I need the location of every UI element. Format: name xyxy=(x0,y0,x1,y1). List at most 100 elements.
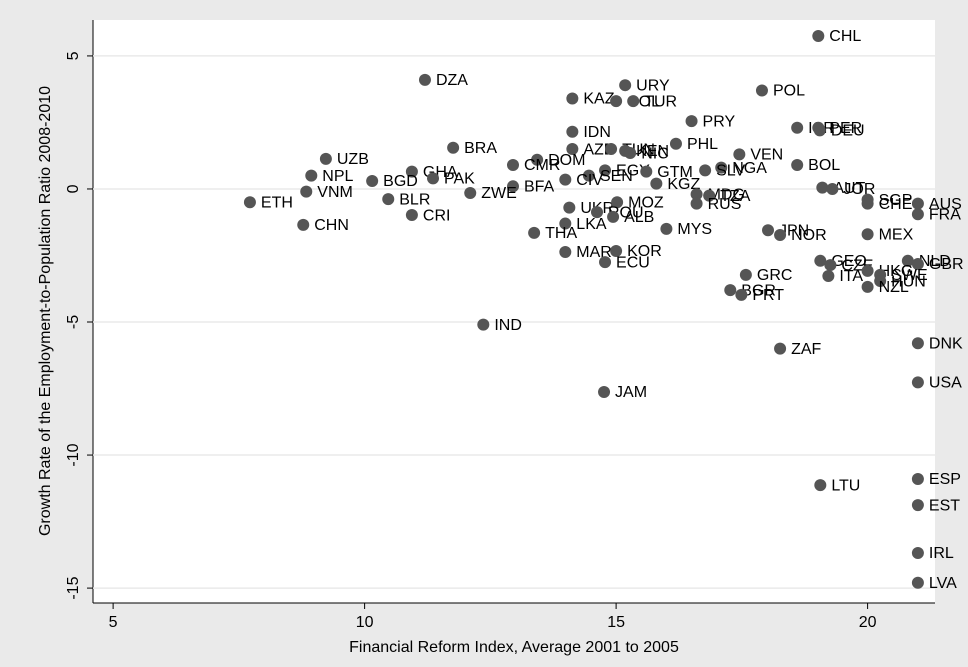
point-label: CIV xyxy=(576,172,603,189)
point xyxy=(566,143,579,156)
point xyxy=(305,169,318,182)
x-tick-label: 20 xyxy=(859,614,877,631)
point-label: NLD xyxy=(919,253,951,270)
point-label: MEX xyxy=(879,226,914,243)
point-label: NIC xyxy=(641,145,669,162)
point-label: ALB xyxy=(624,209,654,226)
point xyxy=(590,206,603,219)
point xyxy=(563,201,576,214)
point xyxy=(733,148,746,161)
point-label: KGZ xyxy=(667,176,700,193)
point-label: LTU xyxy=(831,477,860,494)
point xyxy=(861,197,874,210)
point xyxy=(405,165,418,178)
point xyxy=(911,197,924,210)
point-label: USA xyxy=(929,375,962,392)
point xyxy=(669,137,682,150)
point-label: NZL xyxy=(879,279,909,296)
point-label: DEU xyxy=(831,123,865,140)
point xyxy=(774,342,787,355)
point xyxy=(812,29,825,42)
point-label: KAZ xyxy=(583,91,614,108)
point-label: LKA xyxy=(576,216,607,233)
y-tick-label: -5 xyxy=(65,315,82,329)
point-label: KOR xyxy=(627,243,662,260)
point-label: AUT xyxy=(833,180,865,197)
point xyxy=(599,256,612,269)
point xyxy=(690,197,703,210)
point xyxy=(699,164,712,177)
point xyxy=(911,576,924,589)
point xyxy=(477,318,490,331)
point-label: NPL xyxy=(322,168,353,185)
point xyxy=(735,288,748,301)
point-label: SGP xyxy=(879,192,913,209)
point xyxy=(559,173,572,186)
point xyxy=(297,218,310,231)
point xyxy=(506,180,519,193)
point xyxy=(911,546,924,559)
point-label: VNM xyxy=(317,184,353,201)
point-label: THA xyxy=(545,225,577,242)
point-label: ESP xyxy=(929,471,961,488)
point xyxy=(366,174,379,187)
point xyxy=(447,141,460,154)
point xyxy=(861,280,874,293)
point xyxy=(464,186,477,199)
point-label: NOR xyxy=(791,227,827,244)
point xyxy=(685,115,698,128)
y-tick-label: -10 xyxy=(65,443,82,466)
point xyxy=(911,258,924,271)
point xyxy=(382,193,395,206)
point-label: PRT xyxy=(752,287,784,304)
point xyxy=(624,147,637,160)
point-label: BGR xyxy=(741,282,776,299)
point-label: CHN xyxy=(314,217,349,234)
point xyxy=(791,121,804,134)
point-label: BGD xyxy=(383,173,418,190)
point-label: ETH xyxy=(261,194,293,211)
point-label: MOZ xyxy=(628,194,664,211)
point xyxy=(405,209,418,222)
x-axis-title: Financial Reform Index, Average 2001 to … xyxy=(349,639,679,656)
x-tick-label: 5 xyxy=(109,614,118,631)
point-label: KEN xyxy=(636,143,669,160)
point-label: CMR xyxy=(524,157,560,174)
point-label: GRC xyxy=(757,267,793,284)
point-label: TUR xyxy=(644,93,677,110)
point-label: SEN xyxy=(600,168,633,185)
point xyxy=(724,284,737,297)
point-label: MYS xyxy=(677,221,712,238)
point xyxy=(528,226,541,239)
point xyxy=(739,268,752,281)
point xyxy=(607,210,620,223)
x-tick-label: 10 xyxy=(356,614,374,631)
point xyxy=(627,95,640,108)
point-label: AUS xyxy=(929,196,962,213)
point-label: DNK xyxy=(929,336,963,353)
point xyxy=(813,124,826,137)
point-label: PRY xyxy=(703,113,736,130)
point xyxy=(619,79,632,92)
point xyxy=(427,172,440,185)
point-label: POL xyxy=(773,83,805,100)
point-label: GTM xyxy=(657,164,693,181)
point xyxy=(319,152,332,165)
point xyxy=(874,275,887,288)
point xyxy=(774,228,787,241)
point-label: IDN xyxy=(583,124,611,141)
point xyxy=(610,95,623,108)
point-label: FRA xyxy=(929,206,961,223)
point xyxy=(598,385,611,398)
point-label: SLV xyxy=(716,163,745,180)
point xyxy=(816,181,829,194)
point xyxy=(824,259,837,272)
point xyxy=(861,264,874,277)
point xyxy=(762,224,775,237)
y-tick-label: -15 xyxy=(65,576,82,599)
point-label: DZA xyxy=(436,72,468,89)
point-label: BOL xyxy=(808,157,840,174)
point xyxy=(911,376,924,389)
point-label: HUN xyxy=(891,273,926,290)
